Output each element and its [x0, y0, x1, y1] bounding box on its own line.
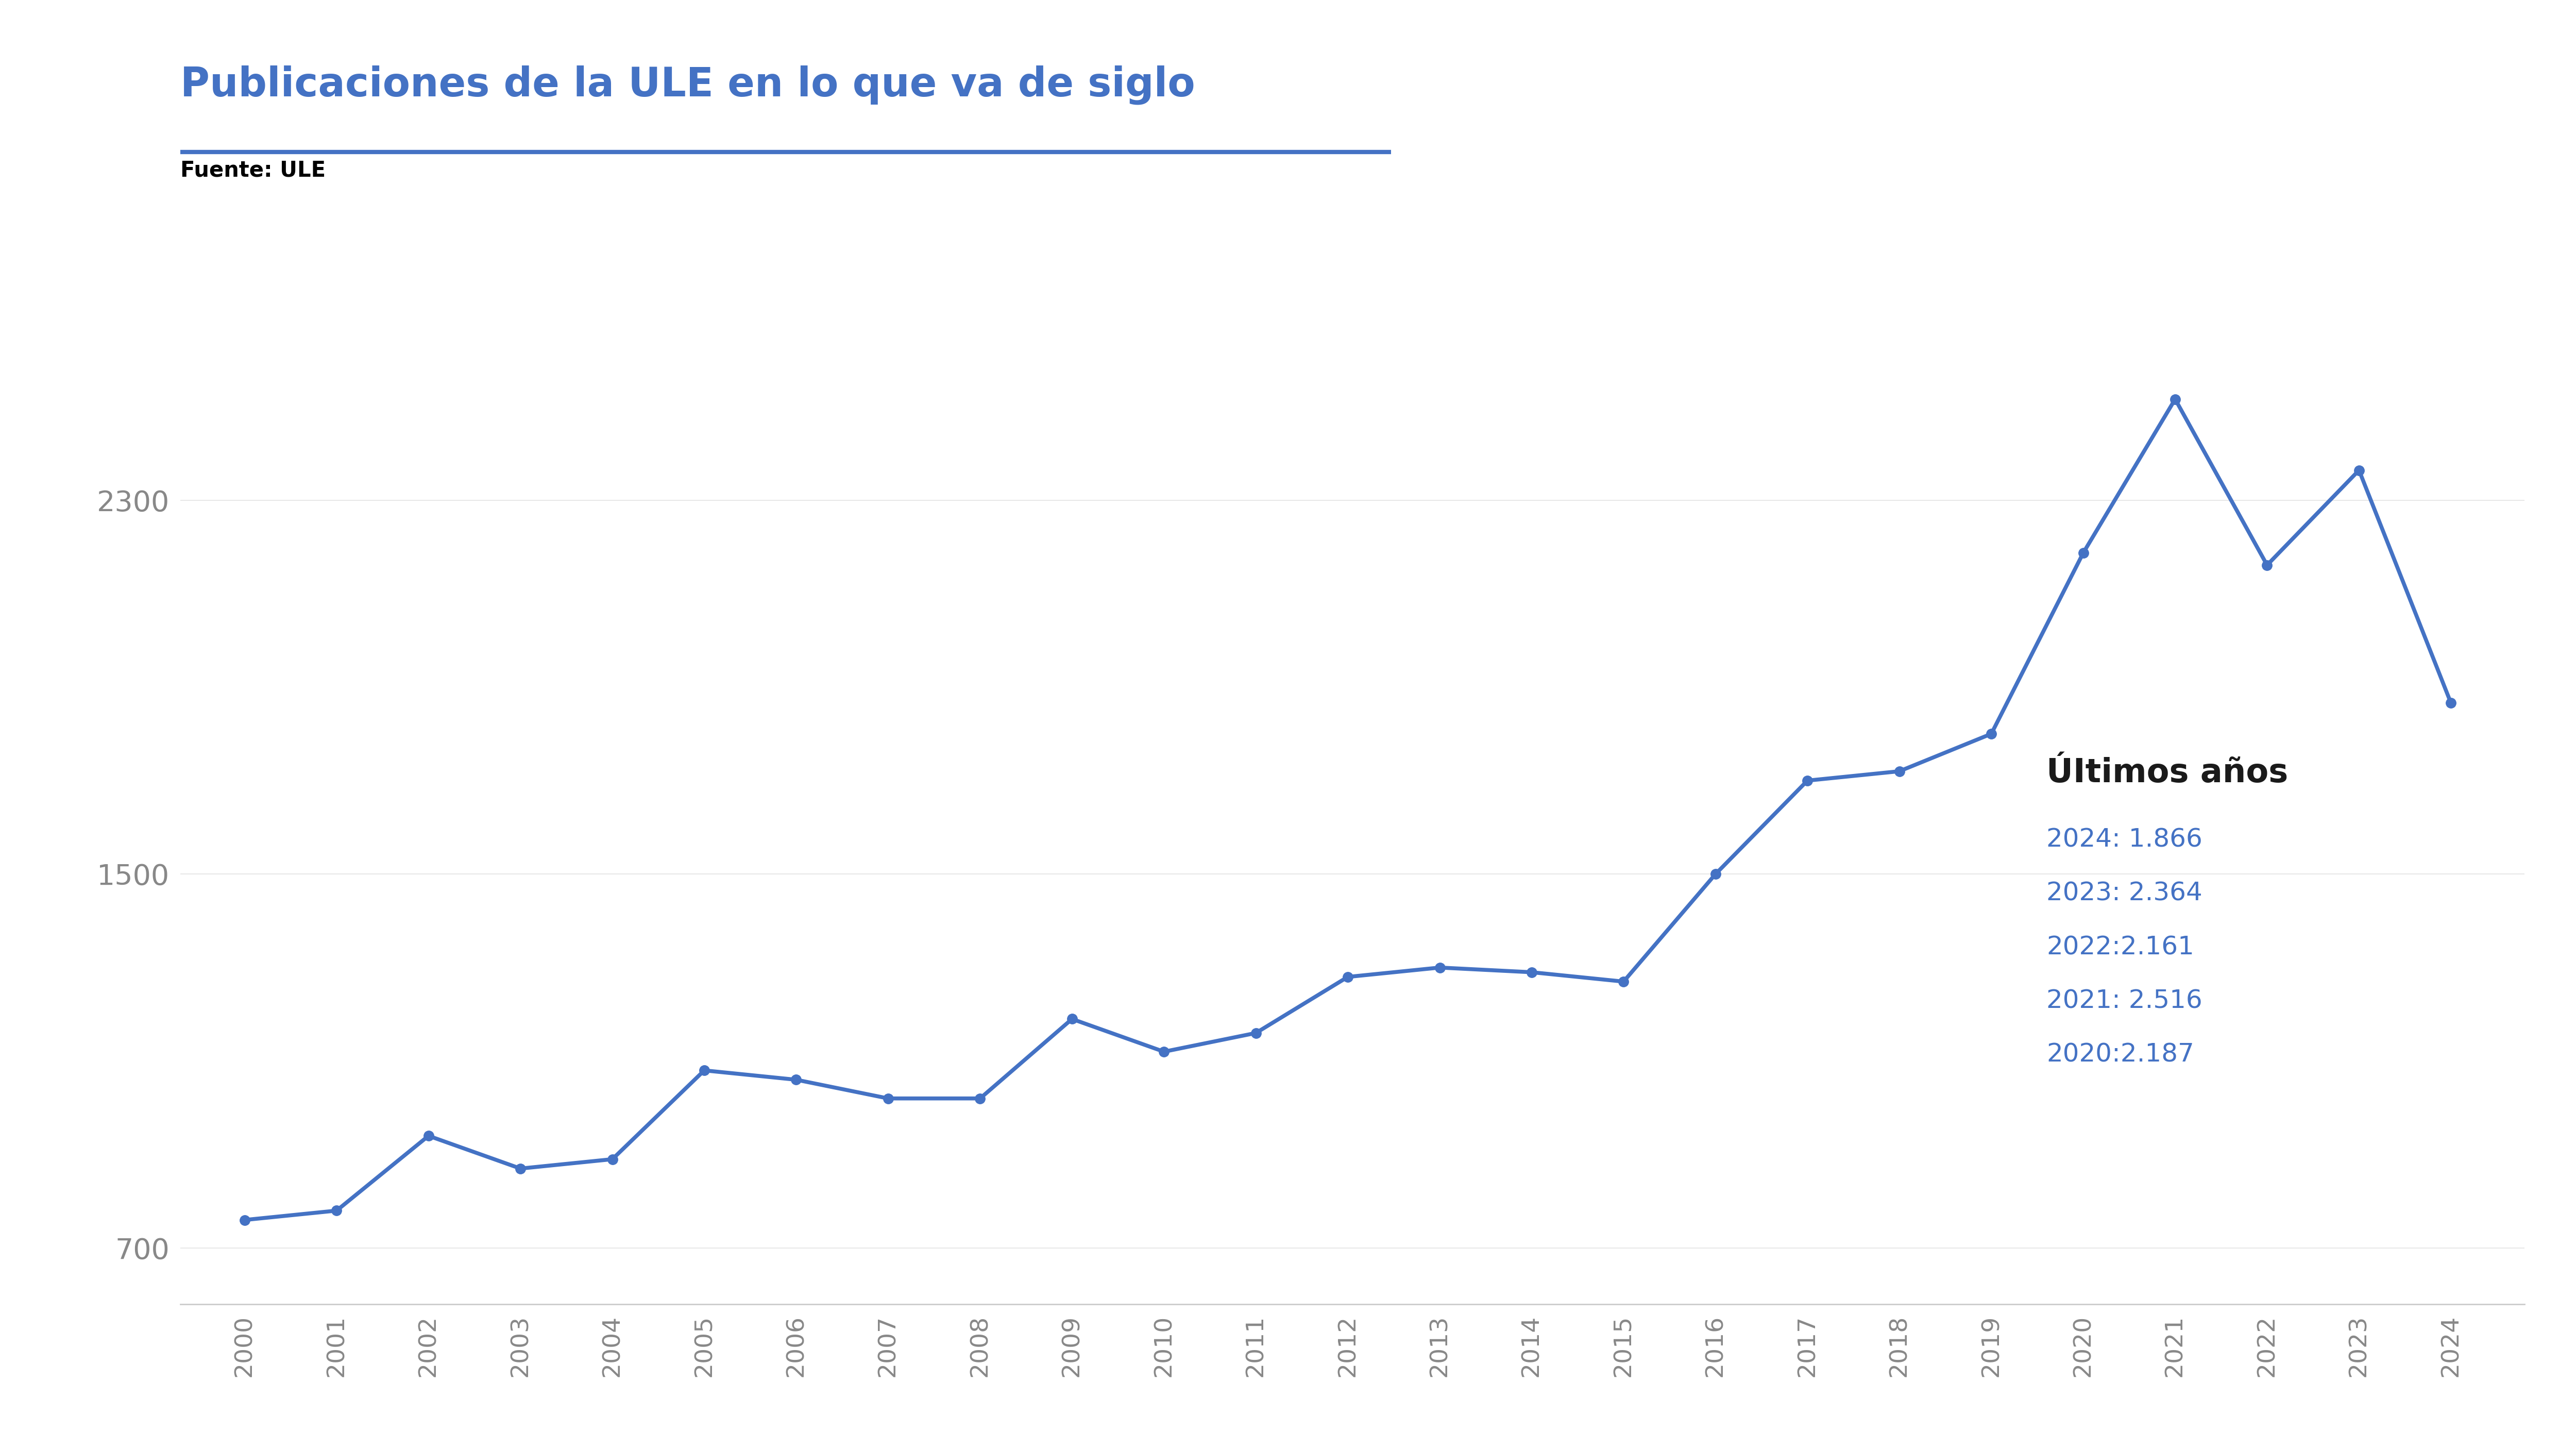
Text: Publicaciones de la ULE en lo que va de siglo: Publicaciones de la ULE en lo que va de …	[180, 65, 1195, 104]
Text: Fuente: ULE: Fuente: ULE	[180, 159, 325, 181]
Text: 2022:2.161: 2022:2.161	[2045, 935, 2195, 959]
Text: 2024: 1.866: 2024: 1.866	[2045, 827, 2202, 852]
Text: 2021: 2.516: 2021: 2.516	[2045, 988, 2202, 1013]
Text: 2023: 2.364: 2023: 2.364	[2045, 881, 2202, 906]
Text: ÚItimos años: ÚItimos años	[2045, 758, 2287, 790]
Text: 2020:2.187: 2020:2.187	[2045, 1042, 2195, 1066]
